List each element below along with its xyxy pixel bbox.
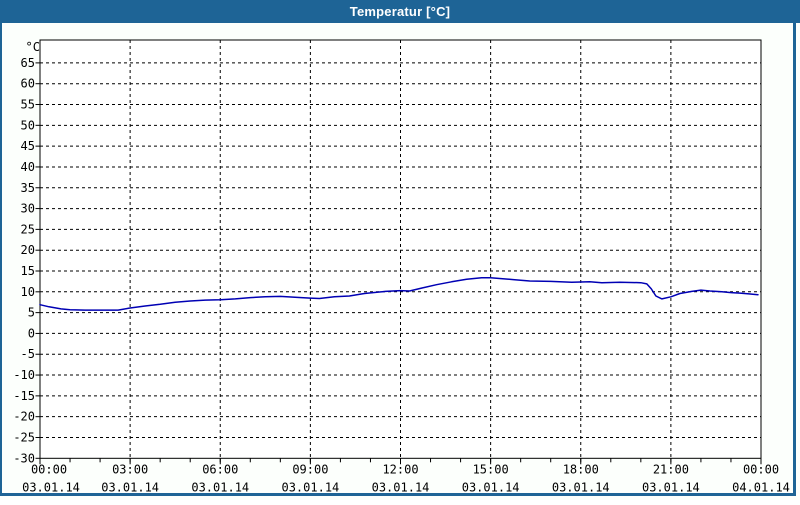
y-tick-label: -25 [13,430,35,444]
y-tick-label: 60 [21,77,35,91]
x-tick-time-label: 18:00 [563,462,599,476]
x-tick-date-label: 03.01.14 [642,480,700,494]
window-title-bar[interactable]: Temperatur [°C] [0,0,800,23]
x-tick-date-label: 03.01.14 [372,480,430,494]
x-tick-date-label: 03.01.14 [552,480,610,494]
x-tick-time-label: 06:00 [202,462,238,476]
y-tick-label: 65 [21,56,35,70]
y-tick-label: 30 [21,202,35,216]
window-border-left [0,23,2,496]
x-tick-date-label: 03.01.14 [462,480,520,494]
window-border-right [793,23,796,496]
x-tick-time-label: 12:00 [382,462,418,476]
y-tick-label: -20 [13,410,35,424]
y-tick-label: -10 [13,368,35,382]
y-tick-label: 0 [28,326,35,340]
window-title: Temperatur [°C] [349,4,451,19]
y-axis-unit-label: °C [26,40,40,54]
y-tick-label: 35 [21,181,35,195]
y-tick-label: 5 [28,306,35,320]
y-tick-label: 55 [21,98,35,112]
series-temperatur-line [39,276,759,311]
axis-labels: 65605550454035302520151050-5-10-15-20-25… [13,40,790,494]
x-tick-date-label: 03.01.14 [281,480,339,494]
x-tick-date-label: 03.01.14 [101,480,159,494]
y-tick-label: 45 [21,139,35,153]
x-tick-time-label: 15:00 [473,462,509,476]
x-tick-date-label: 03.01.14 [191,480,249,494]
x-tick-time-label: 09:00 [292,462,328,476]
temperature-line-chart: 65605550454035302520151050-5-10-15-20-25… [13,39,790,494]
y-tick-label: -15 [13,389,35,403]
x-tick-date-label: 03.01.14 [22,480,80,494]
tick-marks [35,62,762,465]
y-tick-label: 20 [21,243,35,257]
y-tick-label: 15 [21,264,35,278]
y-tick-label: 50 [21,118,35,132]
y-tick-label: 25 [21,222,35,236]
window-border-bottom [0,493,796,496]
y-tick-label: -30 [13,451,35,465]
y-tick-label: 10 [21,285,35,299]
x-tick-date-label: 04.01.14 [732,480,790,494]
x-tick-time-label: 00:00 [743,462,779,476]
chart-container: 65 60 55 50 45 40 35 30 25 20 15 10 5 0 -5 -10 -15 -20 -25… [0,23,800,500]
x-tick-time-label: 00:00 [31,462,67,476]
x-tick-time-label: 03:00 [112,462,148,476]
y-tick-label: -5 [21,347,35,361]
x-tick-time-label: 21:00 [653,462,689,476]
gridlines [40,40,761,459]
y-tick-label: 40 [21,160,35,174]
